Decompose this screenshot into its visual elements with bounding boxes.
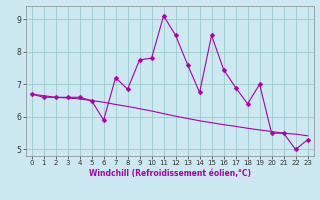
X-axis label: Windchill (Refroidissement éolien,°C): Windchill (Refroidissement éolien,°C)	[89, 169, 251, 178]
